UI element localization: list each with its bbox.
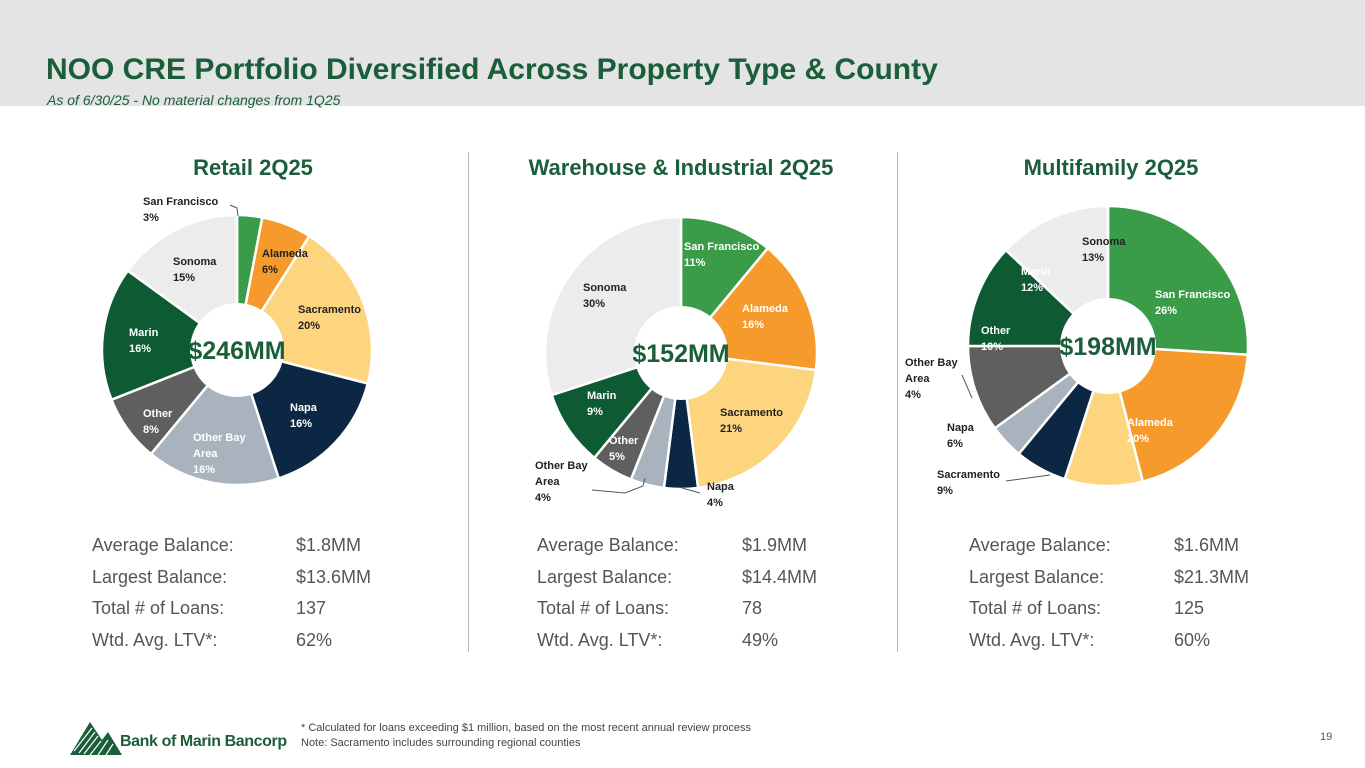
warehouse-chart-title: Warehouse & Industrial 2Q25 [528, 155, 834, 180]
stat-value: 60% [1174, 629, 1211, 650]
stat-label: Average Balance: [537, 535, 679, 555]
stat-row: Wtd. Avg. LTV*: 62% [92, 630, 392, 662]
retail-donut-chart: $246MM San Francisco 3% Alameda 6% Sacramento… [100, 196, 374, 487]
slice-marin [100, 268, 240, 402]
stat-row: Largest Balance: $13.6MM [92, 567, 392, 599]
stat-value: 125 [1174, 598, 1205, 618]
slice-alameda [1106, 344, 1250, 484]
stat-row: Total # of Loans: 125 [969, 598, 1289, 630]
stat-value: 62% [296, 629, 333, 650]
stat-label: Total # of Loans: [969, 598, 1102, 618]
stat-row: Total # of Loans: 137 [92, 598, 392, 630]
data-label-napa: Napa 4% [707, 481, 735, 509]
data-label-other: Other 10% [981, 325, 1011, 353]
data-label-sacramento: Sacramento 9% [937, 469, 1000, 497]
data-label-napa: Napa 6% [947, 422, 975, 450]
stat-row: Wtd. Avg. LTV*: 49% [537, 630, 837, 662]
stat-row: Wtd. Avg. LTV*: 60% [969, 630, 1289, 662]
data-label-san-francisco: San Francisco 11% [684, 241, 759, 269]
page-number: 19 [1320, 731, 1333, 743]
stat-label: Total # of Loans: [537, 598, 670, 618]
data-label-marin: Marin 16% [129, 327, 159, 355]
data-label-san-francisco: San Francisco 3% [143, 196, 218, 224]
warehouse-stats: Average Balance: $1.9MM Largest Balance: $… [537, 535, 837, 661]
slice-sacramento [679, 351, 818, 490]
stat-value: 49% [742, 629, 779, 650]
header-band: NOO CRE Portfolio Diversified Across Pro… [0, 0, 1365, 108]
stat-label: Wtd. Avg. LTV*: [92, 629, 218, 650]
bank-logo: Bank of Marin Bancorp [68, 718, 287, 758]
donut-hole [190, 303, 284, 397]
data-label-sonoma: Sonoma 13% [1082, 236, 1126, 264]
leader-line-sacramento [1005, 474, 1051, 482]
page-title: NOO CRE Portfolio Diversified Across Pro… [46, 53, 938, 86]
stat-value: $14.4MM [742, 566, 818, 587]
stat-row: Average Balance: $1.9MM [537, 535, 837, 567]
stat-row: Average Balance: $1.6MM [969, 535, 1289, 567]
data-label-other-bay-area: Other Bay Area 16% [193, 432, 246, 476]
retail-total-label: $246MM [188, 337, 285, 365]
footnote-sacramento: Note: Sacramento includes surrounding re… [301, 737, 581, 749]
footnote-ltv: * Calculated for loans exceeding $1 mill… [301, 722, 752, 734]
warehouse-total-label: $152MM [632, 340, 729, 368]
data-label-sacramento: Sacramento 21% [720, 407, 783, 435]
retail-stats: Average Balance: $1.8MM Largest Balance: $… [92, 535, 392, 661]
data-label-other-bay-area: Other Bay Area 4% [905, 357, 958, 401]
stat-row: Total # of Loans: 78 [537, 598, 837, 630]
page-subtitle: As of 6/30/25 - No material changes from… [47, 92, 341, 108]
data-label-other-bay-area: Other Bay Area 4% [535, 460, 588, 504]
stat-row: Largest Balance: $14.4MM [537, 567, 837, 599]
stat-label: Total # of Loans: [92, 598, 225, 618]
leader-line-other-bay-area [961, 374, 973, 399]
retail-chart-title: Retail 2Q25 [193, 155, 313, 180]
data-label-marin: Marin 12% [1021, 266, 1051, 294]
stat-label: Largest Balance: [969, 566, 1105, 587]
multifamily-total-label: $198MM [1059, 333, 1156, 361]
stat-row: Average Balance: $1.8MM [92, 535, 392, 567]
warehouse-donut-chart: $152MM San Francisco 11% Alameda 16% Sacramen… [535, 215, 819, 509]
stat-label: Largest Balance: [537, 566, 673, 587]
stat-value: $1.6MM [1174, 535, 1240, 555]
data-label-sonoma: Sonoma 30% [583, 282, 627, 310]
multifamily-stats: Average Balance: $1.6MM Largest Balance: $… [969, 535, 1289, 661]
multifamily-chart-title: Multifamily 2Q25 [1023, 155, 1199, 180]
slice-sacramento [1063, 341, 1145, 488]
data-label-napa: Napa 16% [290, 402, 318, 430]
data-label-alameda: Alameda 20% [1127, 417, 1174, 445]
data-label-alameda: Alameda 6% [262, 248, 309, 276]
leader-line-other-bay-area [591, 477, 646, 494]
stat-value: $13.6MM [296, 566, 372, 587]
stat-label: Largest Balance: [92, 566, 228, 587]
logo-text: Bank of Marin Bancorp [120, 733, 287, 750]
footnote: * Calculated for loans exceeding $1 mill… [301, 721, 751, 751]
stat-value: $1.9MM [742, 535, 808, 555]
stat-value: $1.8MM [296, 535, 362, 555]
data-label-marin: Marin 9% [587, 390, 617, 418]
stat-value: 137 [296, 598, 327, 618]
stat-label: Average Balance: [92, 535, 234, 555]
data-label-other: Other 8% [143, 408, 173, 436]
panel-divider-1 [468, 152, 469, 652]
stat-label: Wtd. Avg. LTV*: [537, 629, 663, 650]
donut-hole [634, 306, 728, 400]
data-label-sacramento: Sacramento 20% [298, 304, 361, 332]
data-label-san-francisco: San Francisco 26% [1155, 289, 1230, 317]
panel-divider-2 [897, 152, 898, 652]
leader-line-san-francisco [229, 204, 239, 217]
data-label-sonoma: Sonoma 15% [173, 256, 217, 284]
multifamily-donut-chart: $198MM San Francisco 26% Alameda 20% Sacramen… [905, 204, 1250, 497]
stat-label: Average Balance: [969, 535, 1111, 555]
donut-hole [1060, 298, 1156, 394]
stat-value: 78 [742, 598, 763, 618]
mountain-logo-icon [70, 722, 122, 756]
data-label-other: Other 5% [609, 435, 639, 463]
stat-row: Largest Balance: $21.3MM [969, 567, 1289, 599]
leader-line-napa [681, 487, 701, 494]
stat-value: $21.3MM [1174, 566, 1250, 587]
stat-label: Wtd. Avg. LTV*: [969, 629, 1095, 650]
data-label-alameda: Alameda 16% [742, 303, 789, 331]
